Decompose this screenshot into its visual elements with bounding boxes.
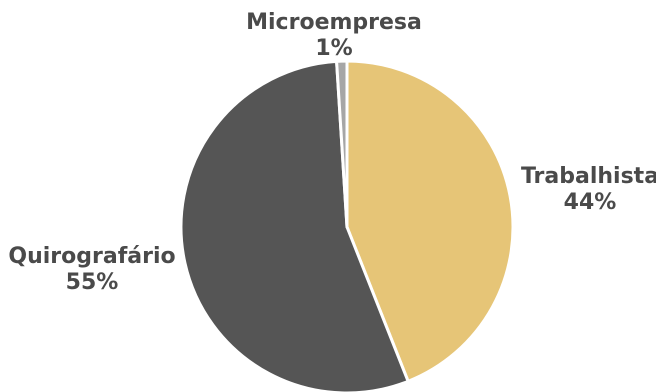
label-trabalhista-value: 44%: [563, 190, 617, 215]
label-microempresa-name: Microempresa: [246, 10, 422, 35]
label-quirografario-name: Quirografário: [8, 244, 176, 269]
label-quirografario: Quirografário 55%: [8, 244, 175, 296]
pie-slices: [179, 59, 515, 392]
slice-trabalhista: [345, 59, 515, 383]
label-microempresa: Microempresa 1%: [246, 10, 422, 62]
slice-microempresa: [335, 59, 349, 229]
label-quirografario-value: 55%: [65, 270, 119, 295]
label-microempresa-value: 1%: [315, 36, 353, 61]
label-trabalhista: Trabalhista 44%: [521, 164, 656, 216]
label-trabalhista-name: Trabalhista: [520, 164, 656, 189]
